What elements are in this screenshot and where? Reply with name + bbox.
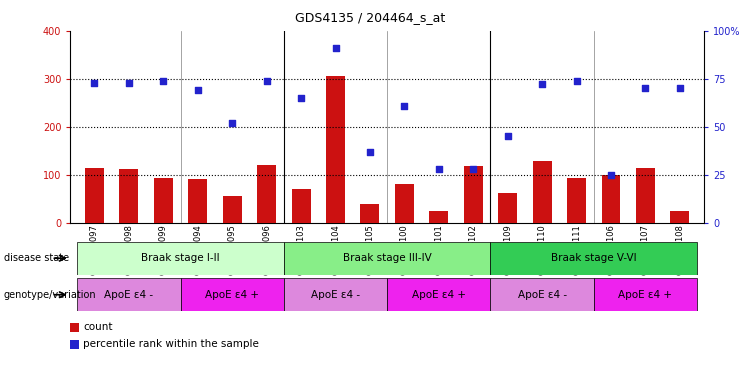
Bar (284, 242, 491, 275)
Bar (387, 278, 491, 311)
Point (536, 81, 548, 88)
Point (639, 85, 651, 91)
Point (261, 78, 273, 84)
Point (674, 85, 685, 91)
Point (502, 133, 514, 139)
Bar (602, 175, 620, 223)
Text: ApoE ε4 -: ApoE ε4 - (517, 290, 567, 300)
Bar (77, 242, 284, 275)
Text: count: count (83, 322, 113, 332)
Text: ApoE ε4 +: ApoE ε4 + (205, 290, 259, 300)
Bar (284, 278, 387, 311)
Bar (429, 211, 448, 223)
Text: Braak stage I-II: Braak stage I-II (142, 253, 220, 263)
Bar (119, 169, 139, 223)
Text: ApoE ε4 -: ApoE ε4 - (311, 290, 360, 300)
Bar (594, 278, 697, 311)
Point (605, 172, 617, 178)
Point (330, 45, 342, 51)
Bar (292, 189, 310, 223)
Text: ApoE ε4 +: ApoE ε4 + (619, 290, 672, 300)
Bar (464, 166, 482, 223)
Bar (498, 193, 517, 223)
Text: genotype/variation: genotype/variation (4, 290, 96, 300)
Bar (636, 169, 655, 223)
Bar (77, 278, 181, 311)
Text: GDS4135 / 204464_s_at: GDS4135 / 204464_s_at (296, 12, 445, 25)
Bar (181, 278, 284, 311)
Bar (223, 196, 242, 223)
Bar (491, 278, 594, 311)
Point (157, 78, 169, 84)
Bar (491, 242, 697, 275)
Bar (533, 161, 551, 223)
Point (192, 87, 204, 93)
Bar (188, 179, 207, 223)
Bar (567, 178, 586, 223)
Bar (257, 165, 276, 223)
Text: Braak stage V-VI: Braak stage V-VI (551, 253, 637, 263)
Point (433, 166, 445, 172)
Point (571, 78, 582, 84)
Point (89, 79, 101, 86)
Text: ApoE ε4 +: ApoE ε4 + (412, 290, 466, 300)
Bar (360, 204, 379, 223)
Bar (395, 184, 414, 223)
Text: percentile rank within the sample: percentile rank within the sample (83, 339, 259, 349)
Point (295, 95, 307, 101)
Bar (154, 178, 173, 223)
Point (468, 166, 479, 172)
Bar (85, 169, 104, 223)
Bar (671, 211, 689, 223)
Text: Braak stage III-IV: Braak stage III-IV (343, 253, 431, 263)
Text: ApoE ε4 -: ApoE ε4 - (104, 290, 153, 300)
Point (226, 120, 238, 126)
Text: disease state: disease state (4, 253, 69, 263)
Bar (326, 76, 345, 223)
Point (123, 79, 135, 86)
Point (399, 103, 411, 109)
Point (364, 149, 376, 155)
